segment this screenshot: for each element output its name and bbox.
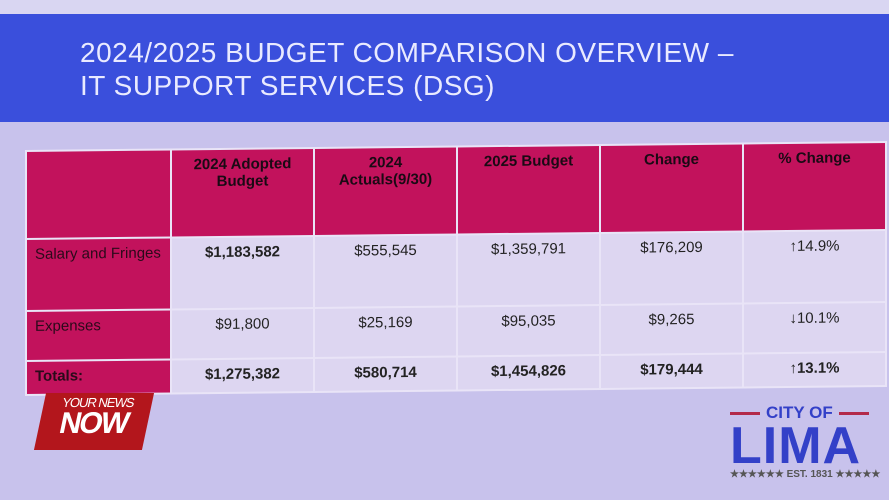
cell: ↑13.1% [743,351,886,388]
cell: $91,800 [171,307,314,360]
row-label: Expenses [26,309,171,361]
header-row: 2024 Adopted Budget 2024 Actuals(9/30) 2… [26,141,886,239]
city-logo-top: CITY OF [766,403,889,423]
cell: $95,035 [457,304,600,357]
table-row: Expenses $91,800 $25,169 $95,035 $9,265 … [26,301,886,361]
city-logo-name: LIMA [730,417,862,475]
cell: $179,444 [600,353,743,389]
budget-table: 2024 Adopted Budget 2024 Actuals(9/30) 2… [25,141,887,396]
news-station-logo: YOUR NEWS NOW [33,393,155,450]
slide-title-banner: 2024/2025 BUDGET COMPARISON OVERVIEW – I… [0,14,889,122]
cell: $580,714 [314,356,457,392]
city-of-lima-logo: CITY OF LIMA ★★★★★★ EST. 1831 ★★★★★ [730,403,889,480]
header-cell: Change [600,143,743,233]
cell: ↑14.9% [743,229,886,304]
row-label: Salary and Fringes [26,237,171,311]
cell: $9,265 [600,303,743,355]
cell: $1,275,382 [171,357,314,394]
cell: ↓10.1% [743,301,886,354]
top-strip [0,0,889,14]
news-logo-bottom: NOW [56,407,131,440]
cell: $1,183,582 [171,235,314,310]
row-label: Totals: [26,359,171,395]
cell: $1,454,826 [457,354,600,391]
header-cell: 2024 Adopted Budget [171,147,314,238]
slide-title-line1: 2024/2025 BUDGET COMPARISON OVERVIEW – [80,37,734,68]
slide-title-line2: IT SUPPORT SERVICES (DSG) [80,70,495,101]
header-cell: 2025 Budget [457,144,600,235]
table-row: Salary and Fringes $1,183,582 $555,545 $… [26,229,886,311]
city-logo-est: ★★★★★★ EST. 1831 ★★★★★ [730,469,881,480]
header-cell [26,149,171,239]
cell: $555,545 [314,234,457,308]
cell: $25,169 [314,306,457,358]
header-cell: 2024 Actuals(9/30) [314,146,457,236]
header-cell: % Change [743,141,886,232]
cell: $1,359,791 [457,232,600,307]
cell: $176,209 [600,231,743,305]
